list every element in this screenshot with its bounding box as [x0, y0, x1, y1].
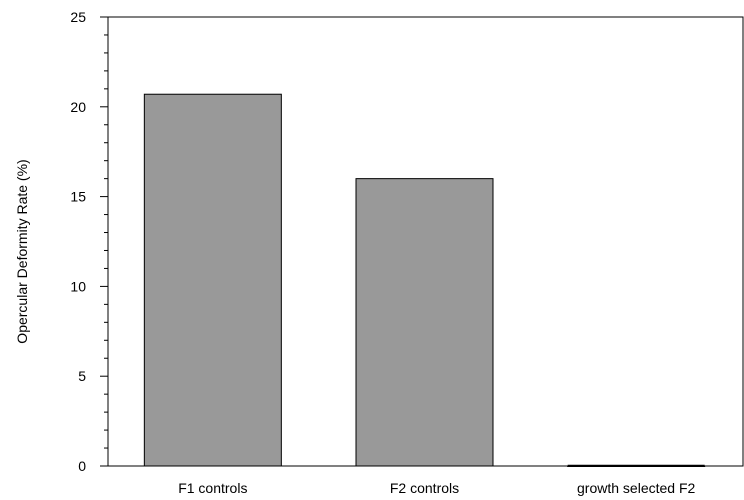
x-category-label: F1 controls — [178, 480, 247, 496]
bars — [143, 93, 706, 467]
y-axis-ticks — [100, 16, 108, 467]
y-tick-label: 15 — [70, 189, 86, 205]
x-category-label: F2 controls — [390, 480, 459, 496]
x-category-label: growth selected F2 — [577, 480, 695, 496]
y-axis-tick-labels: 0 5 10 15 20 25 — [70, 9, 86, 474]
y-tick-label: 0 — [78, 458, 86, 474]
x-axis-category-labels: F1 controls F2 controls growth selected F2 — [178, 480, 695, 496]
y-axis-title: Opercular Deformity Rate (%) — [14, 159, 30, 343]
y-tick-label: 10 — [70, 278, 86, 294]
y-tick-label: 20 — [70, 99, 86, 115]
y-tick-label: 5 — [78, 368, 86, 384]
y-tick-label: 25 — [70, 9, 86, 25]
bar — [355, 178, 494, 467]
bar — [143, 93, 282, 467]
